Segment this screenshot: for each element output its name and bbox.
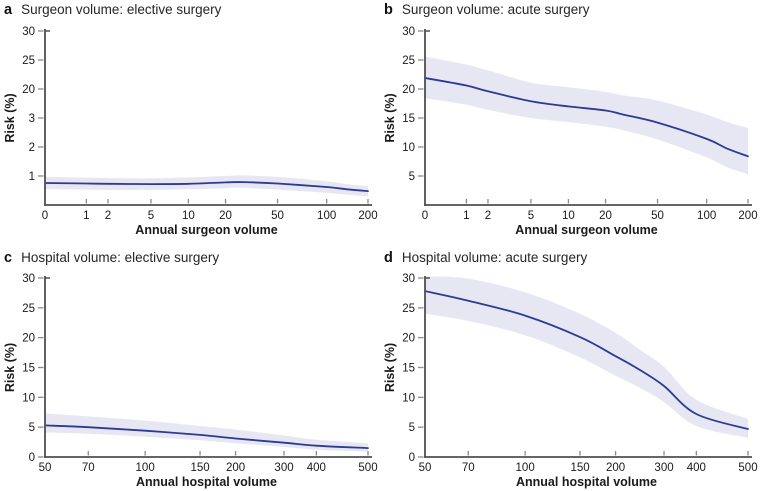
y-tick-label: 25 — [402, 303, 415, 315]
confidence-band — [425, 276, 748, 438]
y-axis-title: Risk (%) — [383, 343, 397, 392]
x-tick-label: 20 — [599, 210, 612, 222]
y-tick-label: 20 — [402, 333, 415, 345]
y-tick-label: 0 — [409, 452, 415, 464]
x-tick-label: 150 — [570, 462, 589, 474]
x-tick-label: 0 — [422, 210, 428, 222]
y-tick-label: 3 — [29, 113, 35, 125]
x-tick-label: 400 — [687, 462, 706, 474]
x-tick-label: 0 — [42, 210, 48, 222]
panel-a-title-text: Surgeon volume: elective surgery — [21, 2, 222, 17]
risk-curve — [425, 77, 749, 158]
y-tick-label: 2 — [29, 142, 35, 154]
x-tick-label: 10 — [182, 210, 195, 222]
x-tick-label: 20 — [219, 210, 232, 222]
x-tick-label: 100 — [317, 210, 336, 222]
x-tick-label: 400 — [307, 462, 326, 474]
x-axis-title: Annual hospital volume — [136, 475, 277, 489]
x-tick-label: 100 — [697, 210, 716, 222]
x-tick-label: 10 — [562, 210, 575, 222]
y-tick-label: 15 — [402, 113, 415, 125]
y-tick-label: 0 — [29, 452, 35, 464]
panel-d-letter: d — [384, 250, 393, 266]
y-tick-label: 30 — [22, 273, 35, 285]
x-tick-label: 50 — [419, 462, 432, 474]
x-tick-label: 100 — [516, 462, 535, 474]
x-tick-label: 300 — [274, 462, 293, 474]
y-axis-title: Risk (%) — [3, 343, 17, 392]
plot-d: 50 70 100 150 200 300 400 500 0 5 10 15 20 25 30 Annual… — [383, 273, 758, 489]
panel-b: b Surgeon volume: acute surgery 0 1 2 5 10 20… — [380, 0, 760, 245]
x-tick-label: 2 — [105, 210, 111, 222]
panel-d-title-text: Hospital volume: acute surgery — [401, 250, 588, 265]
risk-curve — [45, 424, 369, 449]
y-tick-label: 15 — [22, 363, 35, 375]
x-tick-label: 5 — [148, 210, 154, 222]
x-tick-label: 500 — [738, 462, 757, 474]
panel-b-title-text: Surgeon volume: acute surgery — [401, 2, 590, 17]
panel-a-title: a Surgeon volume: elective surgery — [4, 2, 221, 18]
x-tick-label: 70 — [462, 462, 475, 474]
y-tick-label: 25 — [22, 55, 35, 67]
y-axis-title: Risk (%) — [383, 93, 397, 142]
risk-curve — [425, 290, 749, 430]
x-tick-label: 50 — [39, 462, 52, 474]
x-tick-label: 100 — [136, 462, 155, 474]
y-tick-label: 10 — [22, 392, 35, 404]
panel-b-letter: b — [384, 2, 393, 18]
x-tick-label: 70 — [82, 462, 95, 474]
y-tick-label: 20 — [22, 333, 35, 345]
x-axis-title: Annual hospital volume — [516, 475, 657, 489]
panel-c-title-text: Hospital volume: elective surgery — [21, 250, 220, 265]
x-tick-label: 1 — [463, 210, 469, 222]
y-tick-label: 20 — [402, 84, 415, 96]
y-tick-label: 30 — [402, 26, 415, 38]
y-tick-label: 30 — [22, 26, 35, 38]
panel-a-letter: a — [4, 2, 13, 18]
y-tick-label: 20 — [22, 84, 35, 96]
x-tick-label: 200 — [606, 462, 625, 474]
panel-c: c Hospital volume: elective surgery 50 70… — [0, 245, 380, 491]
y-tick-label: 5 — [29, 422, 35, 434]
y-tick-label: 5 — [409, 171, 415, 183]
panel-c-letter: c — [4, 250, 13, 266]
x-tick-label: 5 — [528, 210, 534, 222]
panel-d-title: d Hospital volume: acute surgery — [384, 250, 587, 266]
x-tick-label: 2 — [485, 210, 491, 222]
x-tick-label: 200 — [738, 210, 757, 222]
x-tick-label: 200 — [226, 462, 245, 474]
confidence-band — [425, 56, 748, 175]
x-tick-label: 1 — [83, 210, 89, 222]
y-tick-label: 5 — [409, 422, 415, 434]
y-tick-label: 25 — [402, 55, 415, 67]
y-tick-label: 1 — [29, 171, 35, 183]
x-axis-title: Annual surgeon volume — [515, 223, 657, 237]
panel-c-title: c Hospital volume: elective surgery — [4, 250, 219, 266]
x-axis-title: Annual surgeon volume — [135, 223, 277, 237]
x-tick-label: 50 — [651, 210, 664, 222]
x-tick-label: 500 — [358, 462, 377, 474]
y-tick-label: 10 — [402, 392, 415, 404]
x-tick-label: 150 — [190, 462, 209, 474]
x-tick-label: 50 — [271, 210, 284, 222]
x-tick-label: 200 — [358, 210, 377, 222]
risk-curve — [45, 181, 369, 192]
confidence-band — [45, 175, 368, 197]
y-tick-label: 10 — [402, 142, 415, 154]
panel-d: d Hospital volume: acute surgery 50 70 100… — [380, 245, 760, 491]
y-tick-label: 30 — [402, 273, 415, 285]
y-tick-label: 25 — [22, 303, 35, 315]
y-axis-title: Risk (%) — [3, 93, 17, 142]
plot-c: 50 70 100 150 200 300 400 500 0 5 10 15 20 25 30 Annual… — [3, 273, 378, 489]
panel-b-title: b Surgeon volume: acute surgery — [384, 2, 589, 18]
y-tick-label: 15 — [402, 363, 415, 375]
confidence-band — [45, 413, 368, 452]
x-tick-label: 300 — [654, 462, 673, 474]
